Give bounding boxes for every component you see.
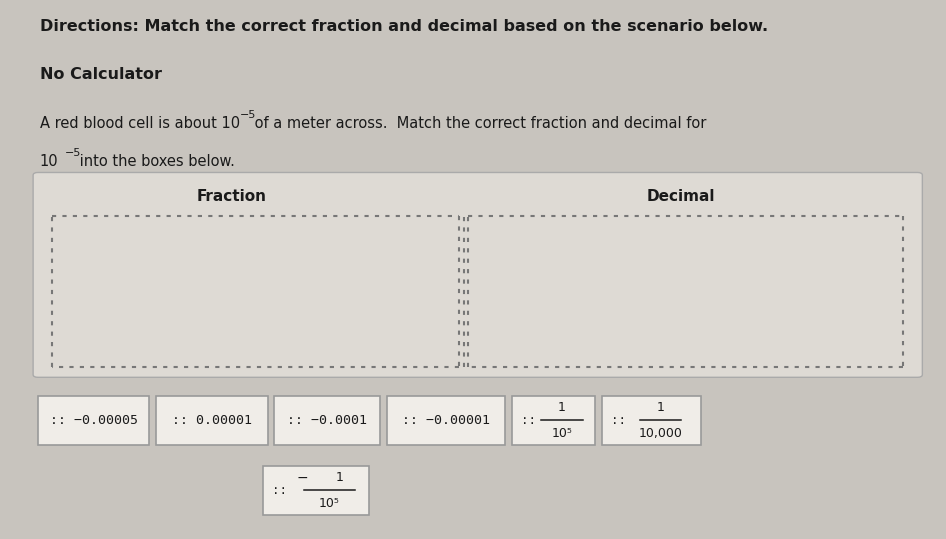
Text: −5: −5 xyxy=(240,110,256,121)
Text: 1: 1 xyxy=(558,401,566,414)
Text: Directions: Match the correct fraction and decimal based on the scenario below.: Directions: Match the correct fraction a… xyxy=(40,19,768,34)
Text: ::: :: xyxy=(521,414,536,427)
Text: 1: 1 xyxy=(336,471,343,484)
FancyBboxPatch shape xyxy=(602,396,701,445)
Text: 10⁵: 10⁵ xyxy=(319,497,340,510)
Text: −5: −5 xyxy=(65,148,81,158)
Text: ::: :: xyxy=(272,484,288,497)
Text: :: −0.00005: :: −0.00005 xyxy=(49,414,138,427)
Text: −: − xyxy=(296,471,308,485)
FancyBboxPatch shape xyxy=(274,396,380,445)
Text: of a meter across.  Match the correct fraction and decimal for: of a meter across. Match the correct fra… xyxy=(250,116,706,131)
FancyBboxPatch shape xyxy=(387,396,505,445)
FancyBboxPatch shape xyxy=(38,396,149,445)
FancyBboxPatch shape xyxy=(33,172,922,377)
Text: into the boxes below.: into the boxes below. xyxy=(75,154,235,169)
FancyBboxPatch shape xyxy=(156,396,268,445)
Text: ::: :: xyxy=(611,414,626,427)
Text: 10: 10 xyxy=(40,154,59,169)
Text: A red blood cell is about 10: A red blood cell is about 10 xyxy=(40,116,240,131)
Text: 1: 1 xyxy=(657,401,664,414)
Text: Decimal: Decimal xyxy=(647,189,715,204)
Text: 10⁵: 10⁵ xyxy=(552,427,572,440)
Text: 10,000: 10,000 xyxy=(639,427,682,440)
FancyBboxPatch shape xyxy=(512,396,595,445)
FancyBboxPatch shape xyxy=(263,466,369,515)
Text: :: 0.00001: :: 0.00001 xyxy=(172,414,252,427)
Text: No Calculator: No Calculator xyxy=(40,67,162,82)
Text: :: −0.0001: :: −0.0001 xyxy=(288,414,367,427)
Text: Fraction: Fraction xyxy=(197,189,267,204)
Text: :: −0.00001: :: −0.00001 xyxy=(402,414,490,427)
